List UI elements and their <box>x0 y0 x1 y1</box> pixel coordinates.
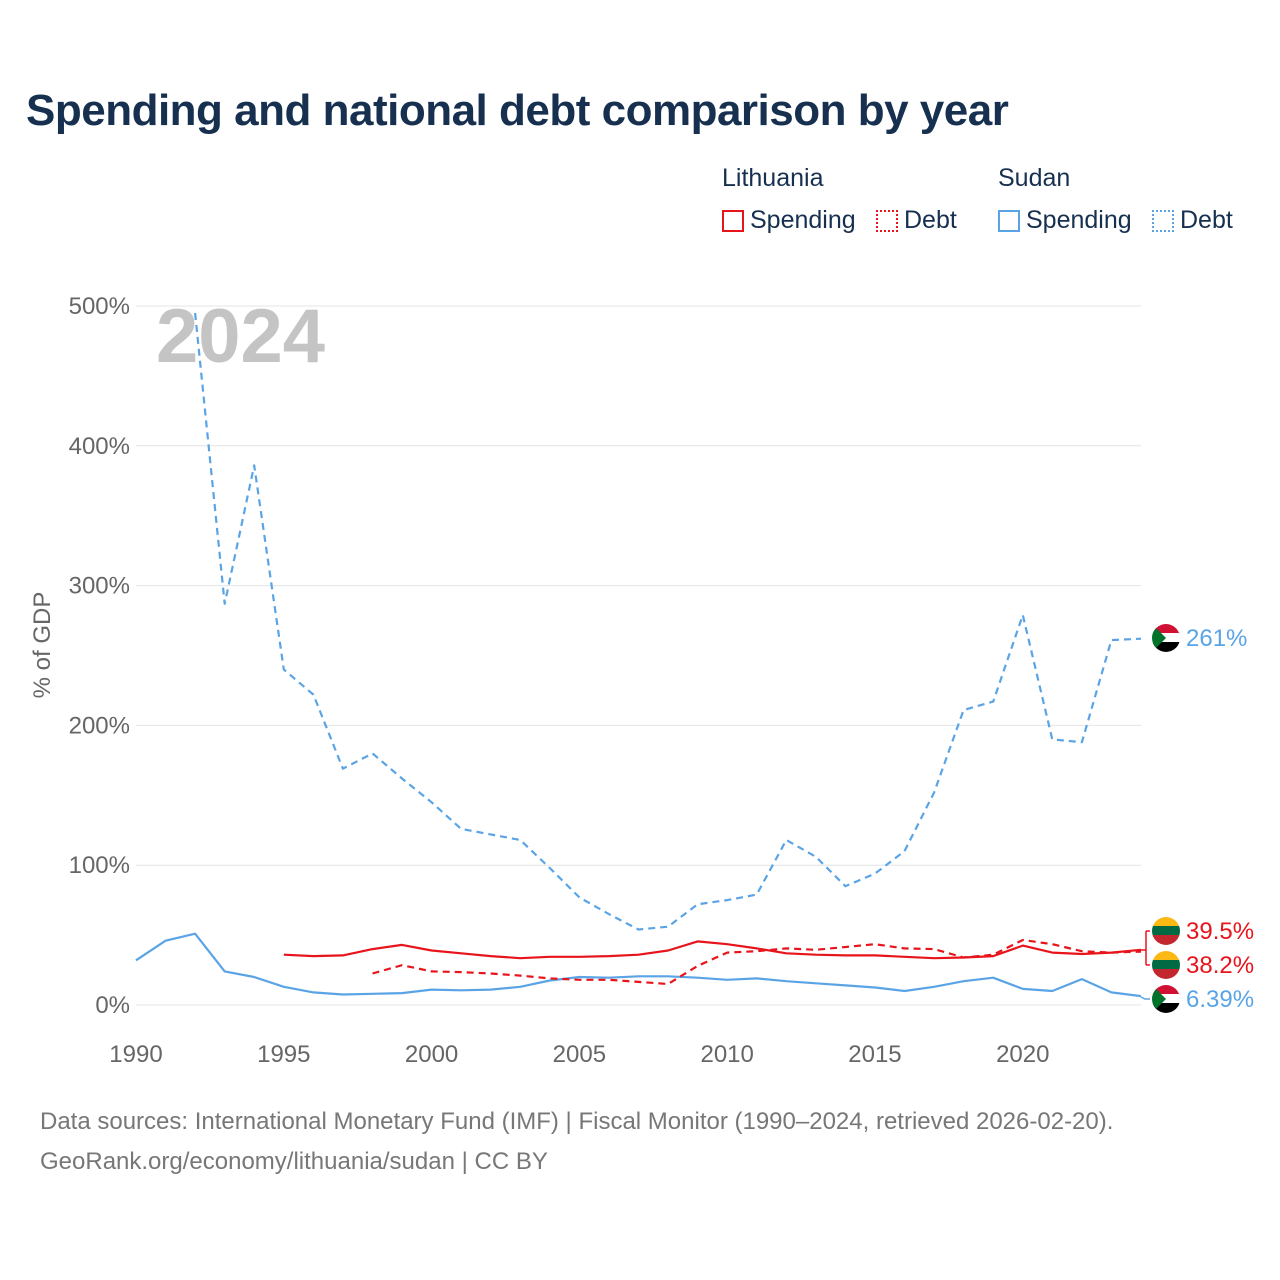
end-label-lithuania-spending: 39.5% <box>1186 918 1254 945</box>
end-label-lithuania-debt: 38.2% <box>1186 952 1254 979</box>
y-tick-label: 300% <box>69 573 130 600</box>
series-line-sudan-spending[interactable] <box>136 934 1141 996</box>
end-label-sudan-spending: 6.39% <box>1186 986 1254 1013</box>
y-tick-label: 500% <box>69 293 130 320</box>
x-tick-label: 2005 <box>553 1041 606 1068</box>
y-tick-label: 0% <box>95 992 130 1019</box>
source-line: Data sources: International Monetary Fun… <box>40 1108 1113 1136</box>
source-url[interactable]: GeoRank.org/economy/lithuania/sudan | CC… <box>40 1148 548 1176</box>
x-tick-label: 1990 <box>109 1041 162 1068</box>
series-line-lithuania-spending[interactable] <box>284 941 1141 958</box>
lithuania-flag-icon <box>1152 951 1180 979</box>
y-axis: 0% 100% 200% 300% 400% 500% <box>69 293 130 1019</box>
x-axis: 1990 1995 2000 2005 2010 2015 2020 <box>109 1041 1049 1068</box>
x-tick-label: 1995 <box>257 1041 310 1068</box>
leader-line-lithuania <box>1141 931 1150 965</box>
y-tick-label: 100% <box>69 852 130 879</box>
sudan-flag-icon <box>1152 624 1180 652</box>
leader-line-sudan-spending <box>1141 997 1150 999</box>
grid <box>136 306 1141 1005</box>
x-tick-label: 2010 <box>700 1041 753 1068</box>
y-axis-label: % of GDP <box>29 592 56 699</box>
series-layer <box>136 313 1141 996</box>
y-tick-label: 200% <box>69 712 130 739</box>
sudan-flag-icon <box>1152 985 1180 1013</box>
end-label-sudan-debt: 261% <box>1186 625 1247 652</box>
line-chart: 2024 0% 100% 200% 300% 400% 500% 1990 1995 2000… <box>0 0 1280 1100</box>
series-line-sudan-debt[interactable] <box>195 313 1141 930</box>
y-tick-label: 400% <box>69 433 130 460</box>
lithuania-flag-icon <box>1152 917 1180 945</box>
x-tick-label: 2020 <box>996 1041 1049 1068</box>
x-tick-label: 2000 <box>405 1041 458 1068</box>
x-tick-label: 2015 <box>848 1041 901 1068</box>
year-watermark: 2024 <box>156 294 325 379</box>
